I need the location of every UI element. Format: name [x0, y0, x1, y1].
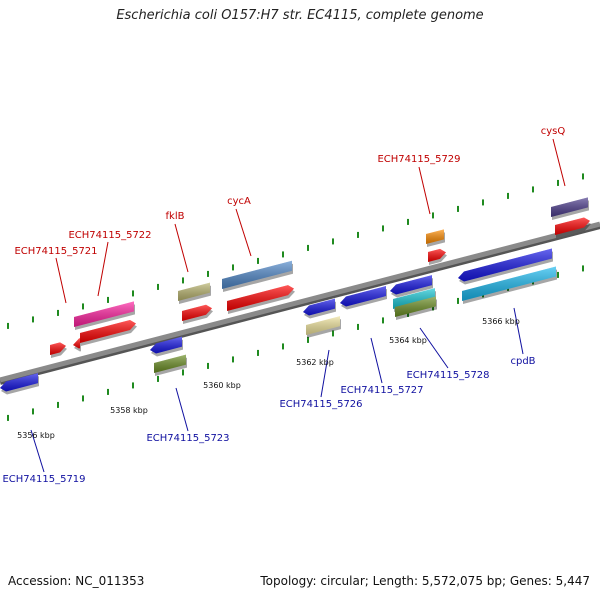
- label-leaders: [30, 138, 566, 473]
- gene-arrow-fwd-shade: [50, 342, 66, 355]
- gene-box-fwd-shade: [551, 197, 588, 217]
- gene-label: ECH74115_5727: [340, 385, 423, 396]
- scale-tick-label: 5360 kbp: [203, 381, 241, 390]
- label-leader: [175, 387, 189, 432]
- gene-label: cpdB: [510, 356, 535, 367]
- label-leader: [30, 429, 45, 473]
- gene-box-rev-shade: [154, 354, 186, 373]
- gene-arrow-fwd-shade: [73, 338, 80, 349]
- gene-arrow-rev-shade: [458, 248, 552, 282]
- label-leader: [97, 241, 109, 297]
- gene-box-rev-shade: [462, 266, 556, 301]
- gene-arrow-rev-shade: [340, 286, 386, 307]
- scale-tick-label: 5366 kbp: [482, 317, 520, 326]
- gene-label: ECH74115_5722: [68, 230, 151, 241]
- gene-box-fwd-shade: [178, 282, 210, 301]
- gene-arrow-fwd-shade: [182, 304, 212, 321]
- label-leader: [418, 166, 431, 215]
- backbone-line: [0, 221, 600, 383]
- gene-arrow-fwd-shade: [428, 248, 446, 262]
- gene-arrow-fwd-shade: [80, 320, 136, 343]
- scale-tick-label: 5356 kbp: [17, 431, 55, 440]
- genome-backbone: [0, 221, 600, 385]
- label-leader: [55, 257, 67, 304]
- scale-tick-label: 5358 kbp: [110, 406, 148, 415]
- dotted-tracks: [7, 173, 584, 421]
- label-leader: [174, 223, 189, 273]
- accession-text: Accession: NC_011353: [8, 574, 145, 588]
- gene-label: fklB: [166, 211, 185, 222]
- gene-label: ECH74115_5721: [14, 246, 97, 257]
- gene-box-fwd-shade: [222, 260, 292, 289]
- label-leader: [419, 327, 449, 369]
- gene-box-rev-shade: [306, 316, 340, 335]
- gene-label: ECH74115_5726: [279, 399, 362, 410]
- genome-summary-text: Topology: circular; Length: 5,572,075 bp…: [260, 574, 590, 588]
- gene-box-rev-shade: [395, 296, 436, 317]
- scale-tick-label: 5362 kbp: [296, 358, 334, 367]
- gene-arrow-fwd-shade: [555, 217, 590, 235]
- gene-arrow-fwd-shade: [227, 285, 294, 311]
- label-leader: [370, 337, 383, 384]
- map-title: Escherichia coli O157:H7 str. EC4115, co…: [116, 8, 484, 23]
- gene-label: ECH74115_5723: [146, 433, 229, 444]
- scale-ticks: 5356 kbp 5358 kbp 5360 kbp 5362 kbp 5364 kbp…: [17, 317, 520, 440]
- gene-label: ECH74115_5728: [406, 370, 489, 381]
- gene-label: cysQ: [541, 126, 566, 137]
- gene-box-fwd-shade: [426, 229, 444, 244]
- gene-features: [0, 197, 591, 395]
- label-leader: [552, 138, 566, 187]
- label-leader: [235, 208, 252, 257]
- gene-arrow-rev-shade: [303, 298, 335, 316]
- gene-label: ECH74115_5719: [2, 474, 85, 485]
- gene-box-rev-shade: [393, 288, 435, 309]
- label-leader: [320, 349, 330, 398]
- gene-box-fwd-shade: [74, 301, 134, 327]
- scale-tick-label: 5364 kbp: [389, 336, 427, 345]
- label-leader: [513, 307, 524, 355]
- gene-arrow-rev-shade: [0, 373, 38, 392]
- gene-label: cycA: [227, 196, 251, 207]
- gene-arrow-rev-shade: [390, 275, 432, 295]
- gene-labels: ECH74115_5721 ECH74115_5722 fklB cycA ECH741…: [2, 126, 565, 485]
- gene-label: ECH74115_5729: [377, 154, 460, 165]
- gene-arrow-rev-shade: [150, 336, 182, 354]
